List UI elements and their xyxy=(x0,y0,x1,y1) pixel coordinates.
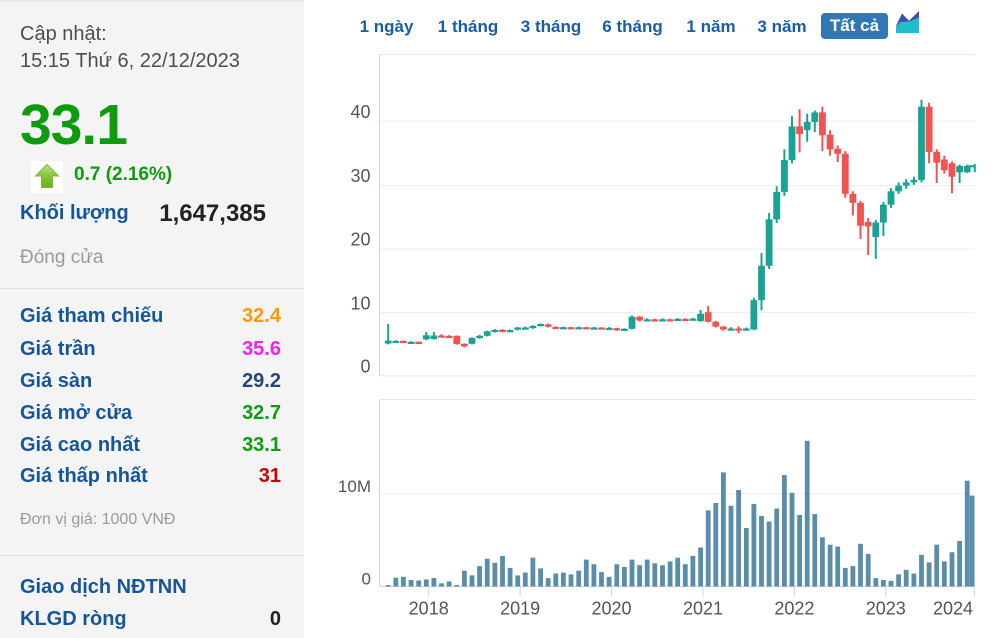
svg-text:2024: 2024 xyxy=(933,599,973,619)
svg-text:30: 30 xyxy=(350,166,370,186)
svg-text:2023: 2023 xyxy=(866,599,906,619)
svg-text:2022: 2022 xyxy=(774,599,814,619)
svg-text:2018: 2018 xyxy=(409,599,449,619)
svg-text:0: 0 xyxy=(362,570,371,589)
svg-text:10M: 10M xyxy=(338,477,371,496)
svg-text:40: 40 xyxy=(350,102,370,122)
svg-text:2020: 2020 xyxy=(591,599,631,619)
svg-text:2019: 2019 xyxy=(500,599,540,619)
svg-text:2021: 2021 xyxy=(683,599,723,619)
svg-text:20: 20 xyxy=(350,230,370,250)
svg-text:0: 0 xyxy=(360,357,370,377)
svg-text:10: 10 xyxy=(350,293,370,313)
